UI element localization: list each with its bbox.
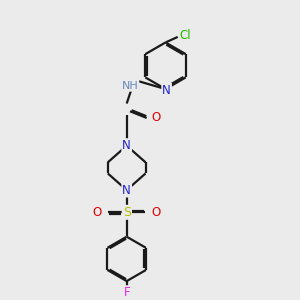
Text: O: O [151, 111, 160, 124]
Text: N: N [122, 184, 131, 196]
Text: O: O [152, 206, 160, 219]
Text: F: F [123, 286, 130, 299]
Text: N: N [162, 84, 171, 97]
Text: NH: NH [122, 81, 138, 91]
Text: Cl: Cl [180, 29, 191, 42]
Text: S: S [123, 206, 131, 219]
Text: N: N [122, 139, 131, 152]
Text: O: O [93, 206, 102, 219]
